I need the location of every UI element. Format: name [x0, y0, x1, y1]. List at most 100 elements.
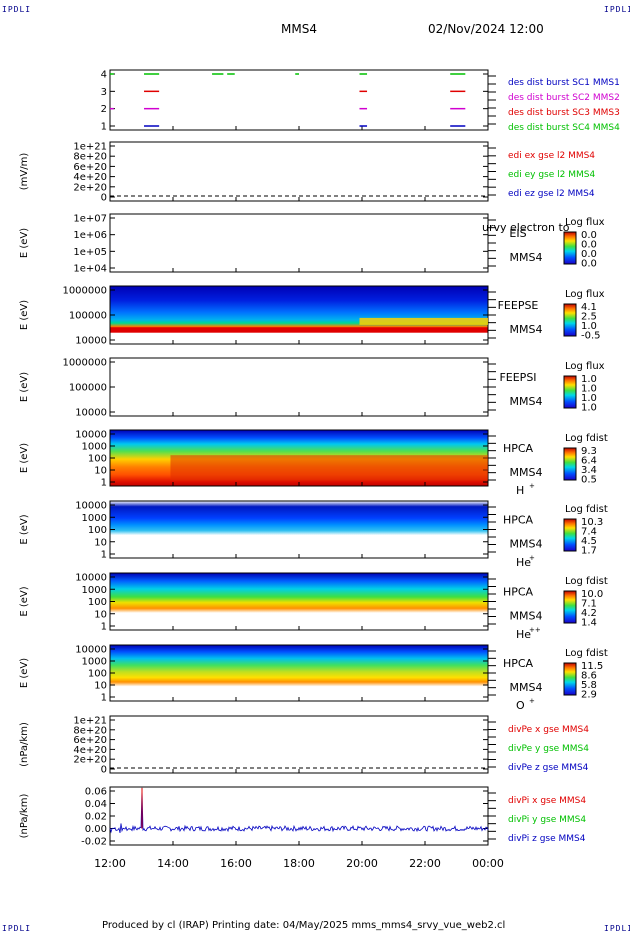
hpca_he2-colorbar: [563, 590, 577, 624]
edi-ytick-label: 8e+20: [73, 152, 107, 163]
x-tick-label-3: 18:00: [283, 857, 315, 870]
feepse-enhancement: [359, 317, 488, 325]
hpca_he2-ytick-label: 1000: [82, 585, 107, 596]
hpca_o-colorbar: [563, 662, 577, 696]
feepsi-colorbar-tick: 1.0: [581, 384, 597, 395]
hpca_he-spacecraft-label: MMS4: [510, 538, 543, 551]
hpca_o-ylabel: E (eV): [19, 658, 30, 688]
hpca_he-ytick-label: 10000: [75, 501, 107, 512]
eis-colorbar-tick: 0.0: [581, 259, 597, 270]
hpca_he-spectrogram: [110, 501, 488, 558]
eis-colorbar-tick: 0.0: [581, 240, 597, 251]
burst-legend-1: des dist burst SC2 MMS2: [508, 93, 620, 103]
feepse-ytick-label: 100000: [69, 311, 107, 322]
hpca_h-ytick-label: 1000: [82, 442, 107, 453]
edi-ylabel: (mV/m): [19, 153, 30, 191]
x-tick-label-1: 14:00: [157, 857, 189, 870]
hpca_he2-colorbar-tick: 1.4: [581, 618, 597, 629]
hpca_o-spacecraft-label: MMS4: [510, 681, 543, 694]
corner-br: IPDLI: [604, 924, 630, 933]
feepsi-instrument-label: FEEPSI: [499, 371, 536, 384]
divpi-ytick-label: 0.02: [85, 812, 107, 823]
divpi-ytick-label: -0.02: [81, 837, 107, 848]
x-tick-label-4: 20:00: [346, 857, 378, 870]
burst-ytick-label: 4: [101, 70, 107, 81]
hpca_h-ytick-label: 1: [101, 478, 107, 489]
hpca_he2-spacecraft-label: MMS4: [510, 610, 543, 623]
hpca-h-hot-region: [170, 455, 489, 481]
hpca_he-colorbar-tick: 10.3: [581, 517, 603, 528]
hpca_o-colorbar-title: Log fdist: [565, 648, 608, 659]
eis-ylabel: E (eV): [19, 228, 30, 258]
eis-spacecraft-label: MMS4: [510, 251, 543, 264]
hpca_he2-charge-label: ++: [529, 626, 541, 634]
hpca_he2-ylabel: E (eV): [19, 586, 30, 616]
feepse-spacecraft-label: MMS4: [510, 323, 543, 336]
eis-instrument-label: EIS: [509, 227, 526, 240]
edi-legend-0: edi ex gse l2 MMS4: [508, 151, 595, 161]
feepse-colorbar-tick: 1.0: [581, 321, 597, 332]
divpe-legend-0: divPe x gse MMS4: [508, 725, 589, 735]
hpca_he2-ytick-label: 10: [94, 609, 107, 620]
x-tick-label-0: 12:00: [94, 857, 126, 870]
edi-ytick-label: 2e+20: [73, 182, 107, 193]
hpca_he-colorbar: [563, 518, 577, 552]
divpe-ytick-label: 4e+20: [73, 745, 107, 756]
x-tick-label-6: 00:00: [472, 857, 504, 870]
hpca_he2-spectrogram: [110, 573, 488, 630]
hpca_o-species-label: O: [516, 699, 525, 712]
hpca_he-colorbar-tick: 7.4: [581, 527, 597, 538]
corner-tl: IPDLI: [2, 5, 32, 14]
divpe-ylabel: (nPa/km): [19, 722, 30, 767]
burst-frame: [109, 69, 489, 131]
feepsi-colorbar: [563, 375, 577, 409]
hpca_o-instrument-label: HPCA: [503, 657, 534, 670]
x-tick-label-2: 16:00: [220, 857, 252, 870]
hpca_he-colorbar-tick: 1.7: [581, 546, 597, 557]
hpca_o-colorbar-tick: 8.6: [581, 671, 597, 682]
hpca_he-charge-label: +: [529, 554, 535, 562]
feepse-colorbar-tick: 2.5: [581, 312, 597, 323]
burst-ytick-label: 2: [101, 104, 107, 115]
feepsi-colorbar-tick: 1.0: [581, 374, 597, 385]
hpca_o-colorbar-tick: 2.9: [581, 690, 597, 701]
hpca_h-colorbar-tick: 0.5: [581, 475, 597, 486]
hpca_he2-ytick-label: 1: [101, 622, 107, 633]
divpe-ytick-label: 1e+21: [73, 716, 107, 727]
hpca_o-ytick-label: 10: [94, 681, 107, 692]
eis-colorbar-title: Log flux: [565, 217, 605, 228]
edi-frame: [109, 141, 489, 202]
feepsi-frame: [109, 357, 489, 417]
divpi-legend-0: divPi x gse MMS4: [508, 796, 586, 806]
divpe-ytick-label: 6e+20: [73, 735, 107, 746]
feepsi-ytick-label: 100000: [69, 383, 107, 394]
hpca_he-ytick-label: 100: [88, 525, 107, 536]
feepse-colorbar-tick: 4.1: [581, 302, 597, 313]
eis-colorbar-tick: 0.0: [581, 249, 597, 260]
feepsi-ytick-label: 1000000: [62, 358, 107, 369]
divpe-ytick-label: 0: [101, 765, 107, 776]
eis-colorbar-tick: 0.0: [581, 230, 597, 241]
divpe-frame: [109, 715, 489, 774]
hpca_o-colorbar-tick: 5.8: [581, 680, 597, 691]
hpca_he-instrument-label: HPCA: [503, 514, 534, 527]
divpi-ytick-label: 0.06: [85, 787, 107, 798]
divpi-ytick-label: 0.00: [85, 824, 107, 835]
eis-ytick-label: 1e+05: [73, 247, 107, 258]
feepse-ylabel: E (eV): [19, 300, 30, 330]
edi-ytick-label: 0: [101, 193, 107, 204]
hpca_o-charge-label: +: [529, 697, 535, 705]
feepsi-spacecraft-label: MMS4: [510, 395, 543, 408]
hpca_h-ylabel: E (eV): [19, 443, 30, 473]
hpca_h-ytick-label: 10: [94, 466, 107, 477]
burst-legend-2: des dist burst SC3 MMS3: [508, 108, 620, 118]
hpca_he-ytick-label: 10: [94, 537, 107, 548]
hpca_o-ytick-label: 10000: [75, 645, 107, 656]
feepsi-colorbar-tick: 1.0: [581, 403, 597, 414]
hpca_h-colorbar-tick: 9.3: [581, 446, 597, 457]
feepse-spectrogram: [110, 286, 488, 344]
feepse-colorbar-title: Log flux: [565, 289, 605, 300]
hpca_o-ytick-label: 1000: [82, 657, 107, 668]
hpca_o-colorbar-tick: 11.5: [581, 661, 603, 672]
hpca_he2-instrument-label: HPCA: [503, 586, 534, 599]
